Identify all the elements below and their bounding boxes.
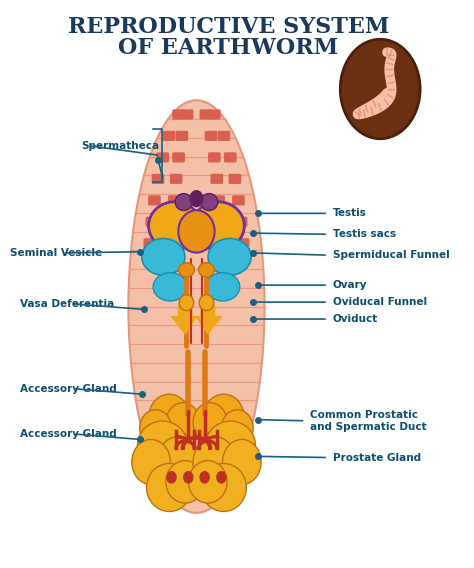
Ellipse shape [153,273,187,301]
Text: Vasa Deferentia: Vasa Deferentia [19,299,114,309]
Ellipse shape [142,239,185,275]
Ellipse shape [155,429,193,472]
Text: Accessory Gland: Accessory Gland [19,383,116,394]
Ellipse shape [206,273,240,301]
FancyBboxPatch shape [146,217,158,227]
Text: Testis: Testis [333,208,366,218]
Ellipse shape [199,295,214,311]
Circle shape [190,191,203,207]
Circle shape [167,471,176,483]
FancyBboxPatch shape [215,238,228,248]
Ellipse shape [146,463,192,512]
Ellipse shape [189,461,227,503]
FancyBboxPatch shape [166,217,179,227]
Text: Accessory Gland: Accessory Gland [19,429,116,439]
FancyBboxPatch shape [208,152,221,162]
Ellipse shape [192,202,244,250]
FancyBboxPatch shape [148,195,161,206]
Ellipse shape [140,410,172,446]
Ellipse shape [200,429,238,472]
Ellipse shape [149,394,190,440]
Polygon shape [172,306,196,334]
Circle shape [217,471,226,483]
FancyBboxPatch shape [170,174,182,184]
Ellipse shape [201,463,246,512]
FancyBboxPatch shape [175,131,188,141]
Text: Spermatheca: Spermatheca [81,140,159,151]
FancyBboxPatch shape [237,238,249,248]
Ellipse shape [203,394,244,440]
Ellipse shape [206,421,255,469]
Ellipse shape [199,263,214,277]
FancyBboxPatch shape [172,110,185,119]
Text: REPRODUCTIVE SYSTEM: REPRODUCTIVE SYSTEM [67,16,389,38]
Polygon shape [196,306,221,334]
Text: Spermiducal Funnel: Spermiducal Funnel [333,250,449,260]
FancyBboxPatch shape [214,217,227,227]
Ellipse shape [208,239,251,275]
Circle shape [200,471,209,483]
FancyBboxPatch shape [181,110,193,119]
FancyBboxPatch shape [210,174,223,184]
Ellipse shape [193,437,236,487]
FancyBboxPatch shape [168,195,181,206]
Ellipse shape [137,421,187,469]
FancyBboxPatch shape [144,238,156,248]
FancyBboxPatch shape [205,131,218,141]
Text: Oviduct: Oviduct [333,314,378,324]
Ellipse shape [157,437,200,487]
FancyBboxPatch shape [224,152,237,162]
Ellipse shape [179,295,194,311]
FancyBboxPatch shape [232,195,245,206]
Ellipse shape [223,440,261,485]
FancyBboxPatch shape [156,152,169,162]
Circle shape [340,39,420,139]
Ellipse shape [128,101,264,513]
FancyBboxPatch shape [172,152,185,162]
Ellipse shape [132,440,170,485]
FancyBboxPatch shape [152,174,164,184]
FancyBboxPatch shape [212,195,225,206]
Text: Seminal Vesicle: Seminal Vesicle [10,248,102,258]
Text: Ovary: Ovary [333,280,367,290]
Text: OF EARTHWORM: OF EARTHWORM [118,37,338,59]
FancyBboxPatch shape [200,110,212,119]
FancyBboxPatch shape [228,174,241,184]
FancyBboxPatch shape [208,110,220,119]
FancyBboxPatch shape [163,131,175,141]
Ellipse shape [149,202,201,250]
FancyBboxPatch shape [235,217,247,227]
Text: Prostate Gland: Prostate Gland [333,453,421,462]
Ellipse shape [166,461,204,503]
Ellipse shape [166,403,200,442]
Ellipse shape [221,410,253,446]
Text: Common Prostatic
and Spermatic Duct: Common Prostatic and Spermatic Duct [310,410,427,432]
Ellipse shape [175,194,192,211]
Text: Testis sacs: Testis sacs [333,229,396,239]
Text: Oviducal Funnel: Oviducal Funnel [333,297,427,307]
Ellipse shape [179,263,194,277]
Ellipse shape [201,194,218,211]
Circle shape [184,471,193,483]
FancyBboxPatch shape [165,238,178,248]
Ellipse shape [178,210,215,253]
Ellipse shape [193,403,227,442]
FancyBboxPatch shape [218,131,230,141]
